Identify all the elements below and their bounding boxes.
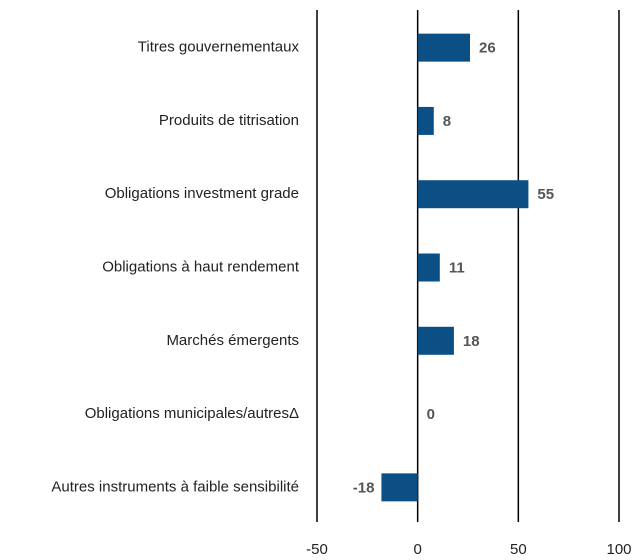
x-tick-label: 50 — [510, 541, 527, 558]
value-label: 0 — [427, 406, 435, 423]
bar — [417, 106, 434, 135]
x-tick-label: -50 — [306, 541, 328, 558]
bar — [417, 33, 471, 62]
y-tick-label: Produits de titrisation — [159, 112, 299, 129]
y-tick-label: Obligations à haut rendement — [102, 258, 300, 275]
y-tick-label: Marchés émergents — [166, 332, 299, 349]
y-tick-label: Autres instruments à faible sensibilité — [51, 478, 299, 495]
value-label: 26 — [479, 40, 496, 57]
y-tick-label: Obligations municipales/autresΔ — [85, 405, 299, 422]
value-label: -18 — [353, 479, 375, 496]
y-tick-label: Obligations investment grade — [105, 185, 299, 202]
value-label: 8 — [443, 113, 451, 130]
bar — [381, 473, 418, 502]
value-label: 11 — [449, 259, 465, 276]
value-label: 18 — [463, 333, 480, 350]
y-tick-label: Titres gouvernementaux — [138, 39, 300, 56]
bar — [417, 253, 440, 282]
bar — [417, 326, 454, 355]
x-tick-label: 100 — [606, 541, 631, 558]
x-tick-label: 0 — [413, 541, 421, 558]
bar — [417, 180, 529, 209]
value-label: 55 — [537, 186, 554, 203]
